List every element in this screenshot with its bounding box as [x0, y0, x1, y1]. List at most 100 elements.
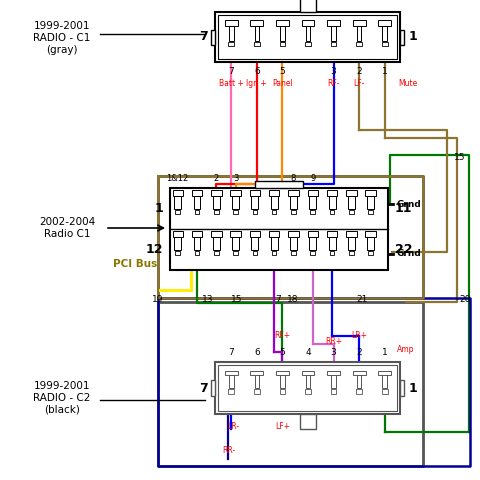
Text: 15: 15	[453, 154, 465, 163]
Bar	[309, 237, 315, 250]
Text: 9: 9	[310, 174, 315, 183]
Bar	[249, 231, 260, 237]
Bar	[299, 0, 316, 12]
Bar	[378, 20, 390, 26]
Bar	[211, 380, 215, 396]
Text: 8: 8	[290, 174, 296, 183]
Text: 13: 13	[202, 296, 213, 304]
Bar	[212, 237, 219, 250]
Bar	[382, 375, 386, 388]
Bar	[310, 209, 314, 214]
Bar	[250, 20, 263, 26]
Bar	[288, 231, 298, 237]
Text: LR-: LR-	[227, 422, 239, 431]
Bar	[218, 15, 396, 59]
Bar	[174, 195, 181, 208]
Bar	[365, 190, 375, 195]
Text: Ign +: Ign +	[246, 79, 267, 88]
Bar	[214, 209, 218, 214]
Bar	[301, 371, 314, 375]
Bar	[249, 190, 260, 195]
Bar	[356, 389, 361, 394]
Text: Batt +: Batt +	[218, 79, 243, 88]
Text: 7: 7	[228, 67, 234, 76]
Bar	[193, 237, 200, 250]
Text: 4: 4	[304, 348, 310, 357]
Text: 2: 2	[356, 348, 361, 357]
Bar	[331, 375, 335, 388]
Bar	[381, 389, 387, 394]
Bar	[309, 195, 315, 208]
Bar	[233, 209, 238, 214]
Text: 1999-2001
RADIO - C2
(black): 1999-2001 RADIO - C2 (black)	[33, 382, 91, 415]
Bar	[228, 375, 233, 388]
Bar	[368, 209, 372, 214]
Text: 3: 3	[330, 348, 336, 357]
Bar	[328, 195, 335, 208]
Text: 6: 6	[253, 348, 259, 357]
Text: 22: 22	[394, 243, 412, 256]
Bar	[212, 195, 219, 208]
Bar	[279, 375, 284, 388]
Bar	[368, 251, 372, 255]
Bar	[378, 371, 390, 375]
Text: LR+: LR+	[350, 331, 366, 340]
Bar	[254, 26, 259, 41]
Bar	[382, 26, 386, 41]
Bar	[289, 195, 296, 208]
Text: 12: 12	[145, 243, 163, 256]
Bar	[400, 29, 404, 45]
Bar	[289, 237, 296, 250]
Text: PCI Bus: PCI Bus	[112, 259, 156, 269]
Bar	[172, 190, 182, 195]
Bar	[326, 190, 336, 195]
Bar	[276, 20, 288, 26]
Bar	[290, 209, 295, 214]
Bar	[348, 251, 353, 255]
Text: Panel: Panel	[272, 79, 292, 88]
Bar	[193, 195, 200, 208]
Text: Grnd: Grnd	[396, 200, 421, 209]
Bar	[253, 389, 259, 394]
Text: 1: 1	[408, 382, 416, 395]
Bar	[174, 237, 181, 250]
Text: 6: 6	[253, 67, 259, 76]
Bar	[215, 12, 400, 62]
Text: 7: 7	[275, 296, 280, 304]
Text: 1: 1	[408, 31, 416, 44]
Bar	[329, 209, 334, 214]
Bar	[366, 195, 373, 208]
Bar	[279, 389, 285, 394]
Text: 5: 5	[279, 348, 285, 357]
Bar	[331, 26, 335, 41]
Text: RR-: RR-	[222, 446, 235, 455]
Bar	[346, 231, 356, 237]
Text: 2: 2	[356, 67, 361, 76]
Text: 5: 5	[279, 67, 285, 76]
Bar	[225, 20, 237, 26]
Bar	[346, 190, 356, 195]
Bar	[175, 251, 180, 255]
Bar	[356, 42, 361, 47]
Text: 7: 7	[198, 382, 207, 395]
Text: Mute: Mute	[398, 79, 417, 88]
Bar	[305, 375, 310, 388]
Bar	[279, 42, 285, 47]
Text: LF+: LF+	[275, 422, 289, 431]
Bar	[225, 371, 237, 375]
Bar	[194, 251, 199, 255]
Text: 11: 11	[394, 202, 412, 215]
Bar	[366, 237, 373, 250]
Bar	[352, 371, 365, 375]
Bar	[326, 20, 339, 26]
Bar	[232, 195, 239, 208]
Bar	[268, 190, 279, 195]
Bar	[252, 209, 257, 214]
Bar	[251, 195, 258, 208]
Bar	[271, 251, 276, 255]
Bar	[228, 42, 234, 47]
Bar	[270, 195, 277, 208]
Bar	[254, 375, 259, 388]
Bar	[194, 209, 199, 214]
Bar	[326, 371, 339, 375]
